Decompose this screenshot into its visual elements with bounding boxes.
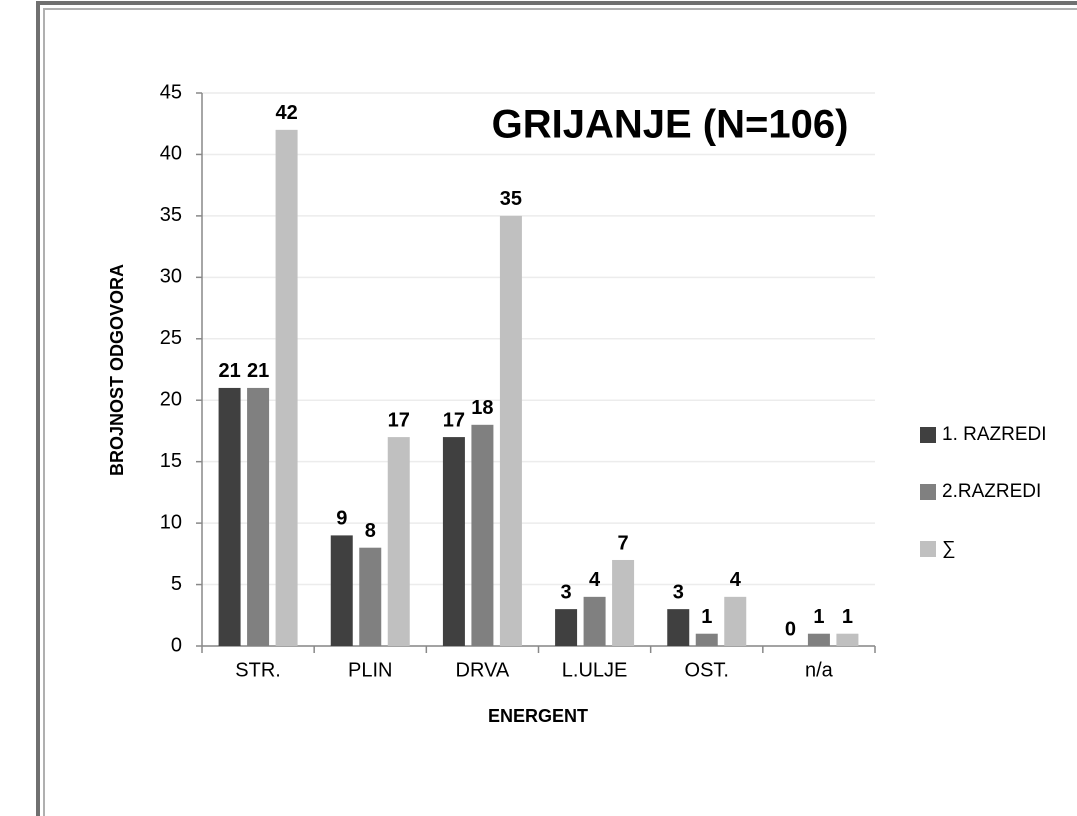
bar xyxy=(667,609,690,646)
bar xyxy=(442,437,465,646)
data-label: 42 xyxy=(275,102,297,124)
x-axis-label: ENERGENT xyxy=(488,706,588,726)
data-label: 1 xyxy=(701,606,712,628)
y-tick-label: 45 xyxy=(160,81,182,103)
data-label: 1 xyxy=(813,606,824,628)
y-tick-label: 0 xyxy=(171,634,182,656)
y-tick-label: 25 xyxy=(160,327,182,349)
bar xyxy=(836,633,859,646)
legend-swatch xyxy=(920,484,936,500)
data-label: 21 xyxy=(247,360,269,382)
y-axis-label: BROJNOST ODGOVORA xyxy=(107,264,127,476)
bar xyxy=(275,129,298,646)
bar xyxy=(387,437,410,646)
x-tick-label: n/a xyxy=(805,659,834,681)
legend-label: 1. RAZREDI xyxy=(942,424,1047,445)
bar xyxy=(471,424,494,646)
bar xyxy=(583,596,606,646)
bar xyxy=(612,559,635,646)
bar xyxy=(695,633,718,646)
y-tick-label: 10 xyxy=(160,511,182,533)
data-label: 9 xyxy=(336,508,347,530)
data-label: 35 xyxy=(500,188,522,210)
data-label: 1 xyxy=(842,606,853,628)
x-tick-label: STR. xyxy=(235,659,281,681)
data-label: 4 xyxy=(730,569,742,591)
bar xyxy=(555,609,578,646)
data-label: 18 xyxy=(471,397,493,419)
data-label: 4 xyxy=(589,569,601,591)
frame xyxy=(36,1,1077,816)
y-tick-label: 20 xyxy=(160,389,182,411)
data-label: 3 xyxy=(673,581,684,603)
legend-label: ∑ xyxy=(942,538,956,559)
data-label: 17 xyxy=(443,409,465,431)
data-label: 8 xyxy=(365,520,376,542)
data-label: 7 xyxy=(618,532,629,554)
x-tick-label: PLIN xyxy=(348,659,392,681)
y-tick-label: 15 xyxy=(160,450,182,472)
x-tick-label: L.ULJE xyxy=(562,659,628,681)
bar xyxy=(330,535,353,646)
data-label: 0 xyxy=(785,618,796,640)
y-tick-label: 40 xyxy=(160,143,182,165)
y-tick-label: 35 xyxy=(160,204,182,226)
bar xyxy=(724,596,747,646)
bar xyxy=(359,547,382,646)
x-tick-label: DRVA xyxy=(456,659,510,681)
y-tick-label: 5 xyxy=(171,573,182,595)
bar xyxy=(807,633,830,646)
legend-label: 2.RAZREDI xyxy=(942,481,1041,502)
data-label: 17 xyxy=(388,409,410,431)
bar xyxy=(499,215,522,646)
legend-swatch xyxy=(920,541,936,557)
y-tick-label: 30 xyxy=(160,266,182,288)
frame-inner xyxy=(43,8,1077,816)
data-label: 21 xyxy=(218,360,240,382)
data-label: 3 xyxy=(561,581,572,603)
chart-title: GRIJANJE (N=106) xyxy=(492,103,849,147)
bar xyxy=(247,387,270,646)
bar xyxy=(218,387,241,646)
legend-swatch xyxy=(920,427,936,443)
x-tick-label: OST. xyxy=(685,659,729,681)
